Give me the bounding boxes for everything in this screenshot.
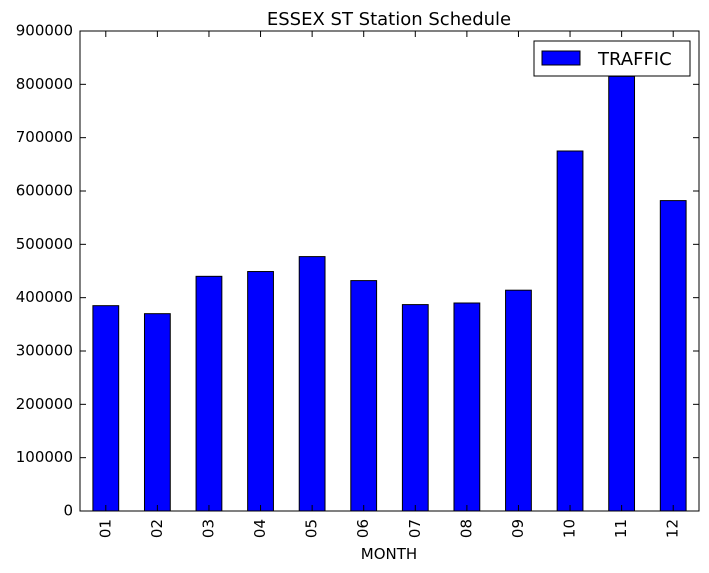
y-tick-label-600000: 600000 — [16, 182, 73, 200]
y-tick-label-200000: 200000 — [16, 395, 73, 413]
y-tick-label-900000: 900000 — [16, 22, 73, 40]
x-axis-label: MONTH — [361, 545, 417, 563]
x-tick-label-10: 10 — [561, 519, 579, 538]
y-tick-label-700000: 700000 — [16, 128, 73, 146]
y-tick-label-500000: 500000 — [16, 235, 73, 253]
bar-10 — [556, 150, 584, 512]
x-tick-label-04: 04 — [251, 519, 269, 538]
bar-02 — [143, 313, 171, 512]
x-tick-label-08: 08 — [457, 519, 475, 538]
x-tick-label-02: 02 — [148, 519, 166, 538]
legend: TRAFFIC — [533, 40, 691, 77]
bar-08 — [453, 302, 481, 512]
y-tick-label-100000: 100000 — [16, 448, 73, 466]
x-axis-ticks: 01 02 03 04 05 06 07 08 09 10 11 12 — [96, 31, 682, 538]
bar-11 — [608, 75, 636, 512]
x-tick-label-09: 09 — [509, 519, 527, 538]
bar-12 — [659, 200, 687, 512]
x-tick-label-03: 03 — [199, 519, 217, 538]
x-tick-label-06: 06 — [354, 519, 372, 538]
bar-07 — [401, 304, 429, 512]
bar-03 — [195, 275, 223, 512]
x-tick-label-01: 01 — [96, 519, 114, 538]
bar-09 — [505, 289, 532, 512]
y-tick-label-400000: 400000 — [16, 288, 73, 306]
x-tick-label-12: 12 — [664, 519, 682, 538]
y-tick-label-0: 0 — [63, 502, 73, 520]
legend-label: TRAFFIC — [597, 49, 672, 70]
bar-01 — [92, 305, 120, 512]
y-tick-label-800000: 800000 — [16, 75, 73, 93]
bar-06 — [350, 280, 378, 512]
y-tick-label-300000: 300000 — [16, 342, 73, 360]
bars-group — [92, 75, 687, 512]
plot-area: 0 100000 200000 300000 400000 500000 600000 700… — [16, 22, 700, 538]
x-tick-label-11: 11 — [612, 519, 630, 538]
bar-05 — [298, 256, 326, 512]
legend-swatch — [541, 50, 581, 66]
y-axis-ticks: 0 100000 200000 300000 400000 500000 600000 700… — [16, 22, 699, 520]
plot-frame — [79, 30, 700, 512]
x-tick-label-07: 07 — [406, 519, 424, 538]
bar-04 — [247, 271, 274, 512]
x-tick-label-05: 05 — [303, 519, 321, 538]
chart-title: ESSEX ST Station Schedule — [267, 9, 511, 30]
